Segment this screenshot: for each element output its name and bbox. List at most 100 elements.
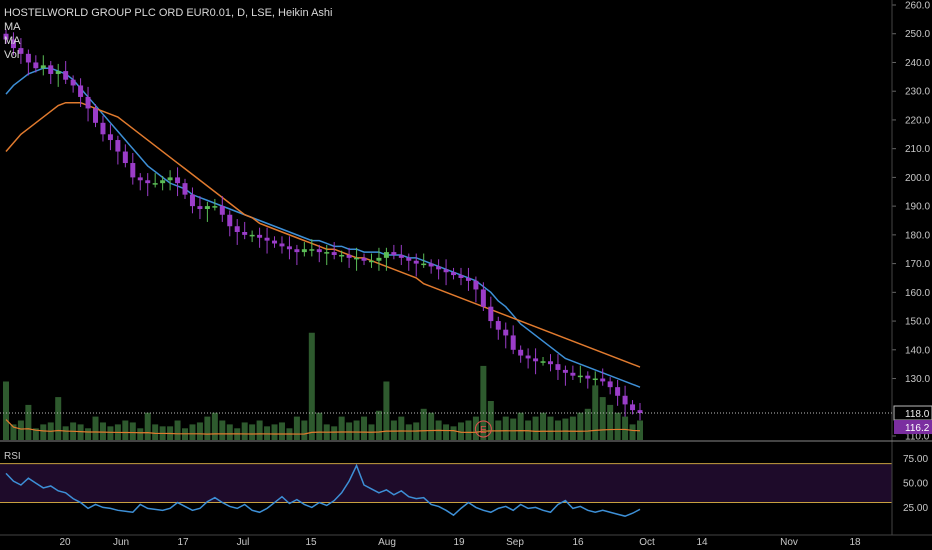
- candle-body[interactable]: [55, 71, 61, 74]
- price-tick-label[interactable]: 130.0: [905, 374, 930, 385]
- candle-body[interactable]: [406, 257, 412, 261]
- candle-body[interactable]: [100, 122, 106, 135]
- candle-body[interactable]: [3, 33, 9, 40]
- ma-slow-line[interactable]: [5, 101, 641, 368]
- rsi-label[interactable]: RSI: [4, 451, 21, 462]
- price-tick-label[interactable]: 220.0: [905, 115, 930, 126]
- candle-body[interactable]: [257, 234, 263, 238]
- time-tick-label[interactable]: 19: [453, 537, 465, 548]
- time-tick-label[interactable]: 20: [59, 537, 71, 548]
- candle-body[interactable]: [48, 65, 54, 74]
- price-axis[interactable]: 260.0 250.0 240.0 230.0 220.0 210.0 200.0 190.0…: [892, 1, 932, 443]
- legend-vol[interactable]: Vol: [4, 49, 20, 61]
- candle-body[interactable]: [63, 71, 69, 80]
- candle-body[interactable]: [615, 387, 621, 396]
- candle-body[interactable]: [130, 163, 136, 178]
- candle-body[interactable]: [301, 249, 307, 253]
- candle-body[interactable]: [122, 151, 128, 164]
- candle-body[interactable]: [70, 79, 76, 86]
- time-tick-label[interactable]: Jul: [237, 537, 250, 548]
- time-tick-label[interactable]: 14: [696, 537, 708, 548]
- candle-body[interactable]: [547, 361, 553, 365]
- price-pane[interactable]: [3, 29, 643, 421]
- price-tick-label[interactable]: 250.0: [905, 29, 930, 40]
- candle-body[interactable]: [264, 237, 270, 241]
- candle-body[interactable]: [354, 257, 360, 260]
- price-tick-label[interactable]: 200.0: [905, 173, 930, 184]
- candle-body[interactable]: [286, 246, 292, 250]
- candle-body[interactable]: [488, 306, 494, 322]
- candle-body[interactable]: [145, 180, 151, 184]
- price-tick-label[interactable]: 140.0: [905, 345, 930, 356]
- price-tick-label[interactable]: 210.0: [905, 144, 930, 155]
- candle-body[interactable]: [637, 410, 643, 414]
- price-tick-label[interactable]: 180.0: [905, 230, 930, 241]
- candle-body[interactable]: [93, 108, 99, 123]
- time-tick-label[interactable]: Jun: [113, 537, 129, 548]
- candle-body[interactable]: [197, 206, 203, 210]
- candle-body[interactable]: [152, 183, 158, 185]
- price-tick-label[interactable]: 240.0: [905, 58, 930, 69]
- candle-body[interactable]: [592, 378, 598, 381]
- candle-body[interactable]: [391, 252, 397, 255]
- time-tick-label[interactable]: Sep: [506, 537, 524, 548]
- candle-body[interactable]: [272, 240, 278, 244]
- candle-body[interactable]: [480, 289, 486, 307]
- price-tick-label[interactable]: 230.0: [905, 87, 930, 98]
- candle-body[interactable]: [107, 134, 113, 141]
- candle-body[interactable]: [458, 275, 464, 278]
- rsi-axis[interactable]: 75.00 50.00 25.00: [903, 454, 928, 514]
- price-tick-label[interactable]: 160.0: [905, 288, 930, 299]
- candle-body[interactable]: [368, 260, 374, 263]
- candle-body[interactable]: [518, 349, 524, 356]
- candle-body[interactable]: [376, 257, 382, 261]
- candle-body[interactable]: [339, 254, 345, 257]
- price-tick-label[interactable]: 260.0: [905, 1, 930, 12]
- candle-body[interactable]: [25, 53, 31, 63]
- legend-ma1[interactable]: MA: [4, 21, 21, 33]
- candle-body[interactable]: [540, 361, 546, 363]
- candle-body[interactable]: [436, 266, 442, 270]
- ma-fast-line[interactable]: [5, 67, 641, 388]
- candle-body[interactable]: [600, 378, 606, 382]
- candle-body[interactable]: [443, 269, 449, 273]
- candle-body[interactable]: [630, 404, 636, 411]
- candle-body[interactable]: [503, 329, 509, 336]
- rsi-pane[interactable]: RSI: [0, 451, 892, 517]
- candle-body[interactable]: [182, 183, 188, 195]
- candle-body[interactable]: [585, 375, 591, 379]
- time-tick-label[interactable]: Oct: [639, 537, 655, 548]
- candle-body[interactable]: [495, 321, 501, 330]
- candle-body[interactable]: [451, 272, 457, 276]
- candle-body[interactable]: [473, 280, 479, 290]
- candle-body[interactable]: [398, 254, 404, 258]
- candle-body[interactable]: [189, 194, 195, 207]
- candle-body[interactable]: [510, 335, 516, 350]
- candle-body[interactable]: [10, 39, 16, 49]
- candle-body[interactable]: [324, 252, 330, 254]
- candle-body[interactable]: [137, 177, 143, 181]
- candle-body[interactable]: [242, 231, 248, 235]
- candle-body[interactable]: [346, 254, 352, 258]
- candle-body[interactable]: [204, 206, 210, 210]
- candle-body[interactable]: [533, 358, 539, 362]
- candle-body[interactable]: [160, 180, 166, 184]
- candle-body[interactable]: [622, 395, 628, 405]
- candle-body[interactable]: [18, 48, 24, 54]
- price-tick-label[interactable]: 150.0: [905, 317, 930, 328]
- time-tick-label[interactable]: 18: [849, 537, 861, 548]
- candle-body[interactable]: [577, 375, 583, 378]
- candle-body[interactable]: [331, 252, 337, 255]
- candle-body[interactable]: [115, 140, 121, 152]
- rsi-tick-label[interactable]: 75.00: [903, 454, 928, 465]
- rsi-tick-label[interactable]: 25.00: [903, 503, 928, 514]
- candle-body[interactable]: [219, 206, 225, 215]
- rsi-line[interactable]: [5, 463, 641, 517]
- candle-body[interactable]: [294, 249, 300, 253]
- time-axis[interactable]: 20 Jun 17 Jul 15 Aug 19 Sep 16 Oct 14 Nov 18: [59, 537, 861, 548]
- candle-body[interactable]: [316, 249, 322, 253]
- candle-body[interactable]: [234, 226, 240, 232]
- candle-body[interactable]: [279, 243, 285, 247]
- candle-body[interactable]: [227, 214, 233, 227]
- candle-body[interactable]: [607, 381, 613, 388]
